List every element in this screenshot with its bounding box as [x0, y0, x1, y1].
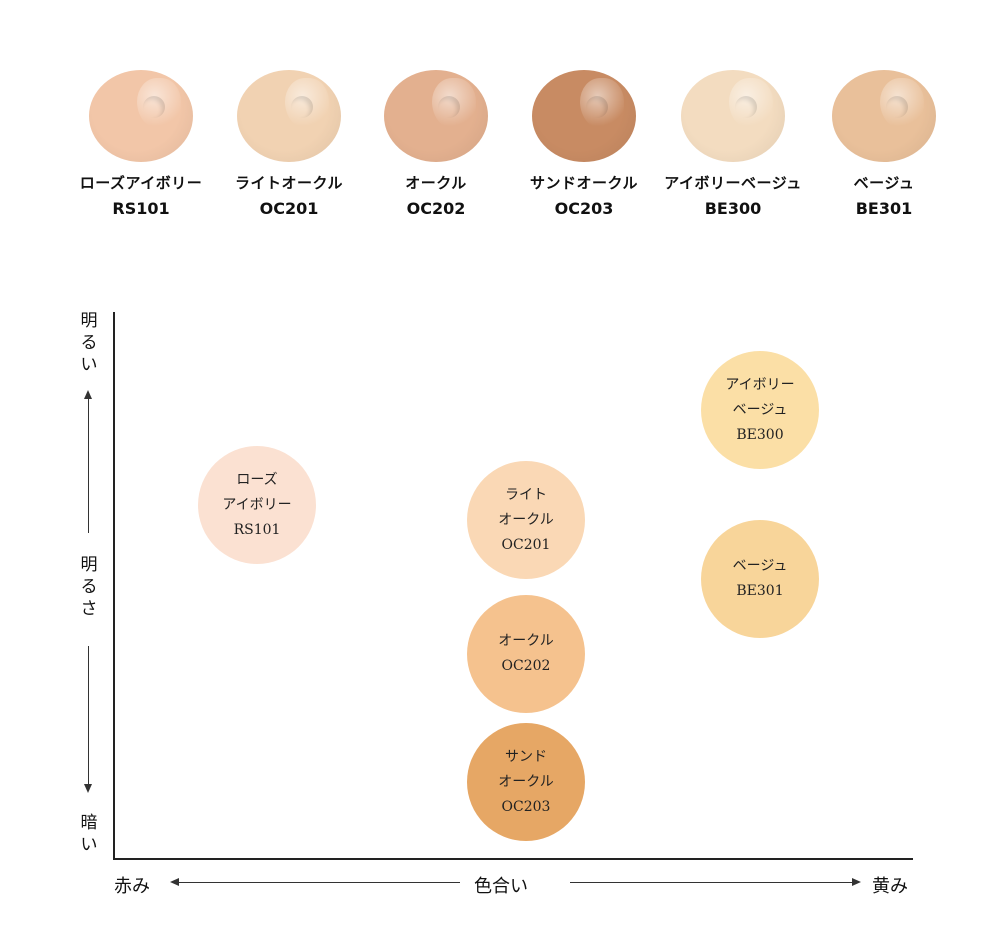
x-arrow-right: [570, 882, 852, 883]
y-label-char: る: [80, 577, 98, 597]
point-label: サンド: [505, 748, 547, 765]
arrow-up-icon: [84, 390, 92, 399]
swatch-blob: [237, 70, 341, 162]
point-label: OC201: [501, 536, 551, 553]
point-label: OC202: [501, 658, 551, 674]
point-label: オークル: [498, 773, 554, 790]
swatch-blob: [89, 70, 193, 162]
y-label-char: い: [80, 835, 98, 855]
point-label: オークル: [498, 511, 554, 528]
swatch-name: サンドオークル: [529, 174, 639, 192]
point-label: オークル: [498, 633, 554, 649]
y-arrow-upper: [88, 398, 89, 533]
point-label: アイボリー: [725, 376, 795, 393]
swatch-code: BE300: [704, 199, 762, 218]
arrow-left-icon: [170, 878, 179, 886]
y-arrow-lower: [88, 646, 89, 784]
point-label: BE300: [736, 426, 784, 443]
swatch-blob: [384, 70, 488, 162]
x-arrow-left: [178, 882, 460, 883]
y-label-char: 暗: [80, 813, 98, 833]
y-label-brightness: 明 る さ: [78, 554, 100, 620]
point-label: ベージュ: [732, 401, 788, 418]
point-label: アイボリー: [222, 496, 292, 513]
x-label-red: 赤み: [114, 876, 150, 897]
y-label-dark: 暗 い: [78, 812, 100, 856]
x-axis-line: [113, 858, 913, 860]
point-label: RS101: [233, 521, 281, 538]
point-be300: アイボリー ベージュ BE300: [701, 351, 819, 469]
point-oc201: ライト オークル OC201: [467, 461, 585, 579]
swatch-code: OC203: [554, 199, 614, 218]
y-label-char: る: [80, 333, 98, 353]
y-axis-line: [113, 312, 115, 860]
point-oc202: オークル OC202: [467, 595, 585, 713]
arrow-down-icon: [84, 784, 92, 793]
y-label-bright: 明 る い: [78, 310, 100, 376]
swatch-code: OC202: [406, 199, 466, 218]
swatch-code: OC201: [259, 199, 319, 218]
shade-map: 明 る い 明 る さ 暗 い 赤み 色合い 黄み ローズ アイボリー RS10…: [0, 290, 1000, 929]
swatch-blob: [681, 70, 785, 162]
swatch-name: アイボリーベージュ: [664, 174, 802, 192]
swatch-blob: [832, 70, 936, 162]
swatch-code: BE301: [855, 199, 913, 218]
point-label: BE301: [736, 583, 784, 599]
swatch-row: ローズアイボリー RS101 ライトオークル OC201 オークル OC202 …: [0, 0, 1000, 240]
swatch-name: ライトオークル: [234, 174, 344, 192]
y-label-char: 明: [80, 555, 98, 575]
swatch-code: RS101: [112, 199, 170, 218]
y-label-char: 明: [80, 311, 98, 331]
arrow-right-icon: [852, 878, 861, 886]
point-label: OC203: [501, 798, 551, 815]
swatch-name: オークル: [405, 174, 467, 192]
point-label: ベージュ: [732, 558, 788, 574]
swatch-name: ベージュ: [853, 174, 915, 192]
point-label: ローズ: [236, 471, 278, 488]
x-label-hue: 色合い: [474, 876, 528, 897]
y-label-char: い: [80, 355, 98, 375]
point-be301: ベージュ BE301: [701, 520, 819, 638]
swatch-name: ローズアイボリー: [79, 174, 203, 192]
x-label-yellow: 黄み: [872, 876, 908, 897]
point-label: ライト: [505, 486, 547, 503]
swatch-blob: [532, 70, 636, 162]
point-rs101: ローズ アイボリー RS101: [198, 446, 316, 564]
point-oc203: サンド オークル OC203: [467, 723, 585, 841]
y-label-char: さ: [80, 599, 98, 619]
